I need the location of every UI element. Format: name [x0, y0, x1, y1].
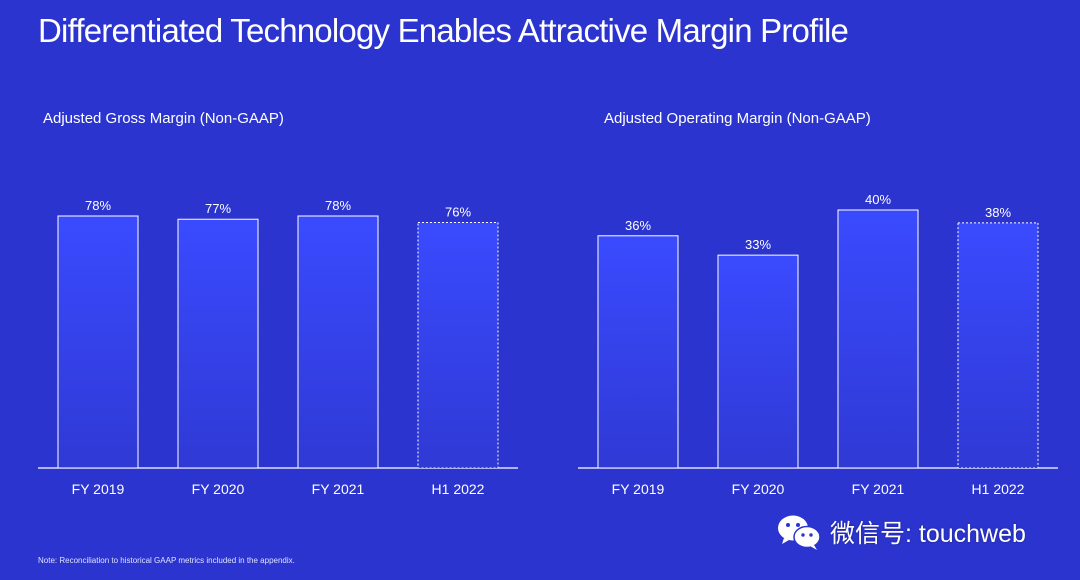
x-tick-label: FY 2021 [852, 481, 905, 497]
gross-margin-chart: 78% FY 2019 77% FY 2020 78% FY 2021 76% H1 2022 [38, 198, 518, 497]
x-tick-label: FY 2019 [72, 481, 125, 497]
bar-fy-2020 [717, 254, 799, 469]
bar-fy-2019 [57, 215, 139, 469]
data-label: 33% [745, 237, 771, 252]
gross-margin-chart-title: Adjusted Gross Margin (Non-GAAP) [43, 110, 284, 127]
bar-h1-2022 [417, 221, 499, 469]
watermark-text: 微信号: touchweb [830, 520, 1026, 548]
operating-margin-chart: 36% FY 2019 33% FY 2020 40% FY 2021 38% H1 2022 [578, 192, 1058, 497]
footnote: Note: Reconciliation to historical GAAP … [38, 556, 295, 565]
x-tick-label: H1 2022 [432, 481, 485, 497]
slide-title: Differentiated Technology Enables Attrac… [38, 12, 849, 49]
data-label: 40% [865, 192, 891, 207]
x-tick-label: FY 2019 [612, 481, 665, 497]
x-tick-label: FY 2020 [732, 481, 785, 497]
data-label: 78% [85, 198, 111, 213]
data-label: 38% [985, 205, 1011, 220]
watermark: 微信号: touchweb [776, 512, 1026, 552]
x-tick-label: H1 2022 [972, 481, 1025, 497]
bar-fy-2021 [837, 209, 919, 469]
operating-margin-chart-title: Adjusted Operating Margin (Non-GAAP) [604, 110, 871, 127]
x-tick-label: FY 2020 [192, 481, 245, 497]
data-label: 77% [205, 201, 231, 216]
data-label: 36% [625, 218, 651, 233]
wechat-icon [778, 515, 821, 550]
bar-h1-2022 [957, 222, 1039, 469]
bar-fy-2020 [177, 218, 259, 469]
x-tick-label: FY 2021 [312, 481, 365, 497]
bar-fy-2021 [297, 215, 379, 469]
bar-fy-2019 [597, 235, 679, 469]
data-label: 76% [445, 204, 471, 219]
data-label: 78% [325, 198, 351, 213]
